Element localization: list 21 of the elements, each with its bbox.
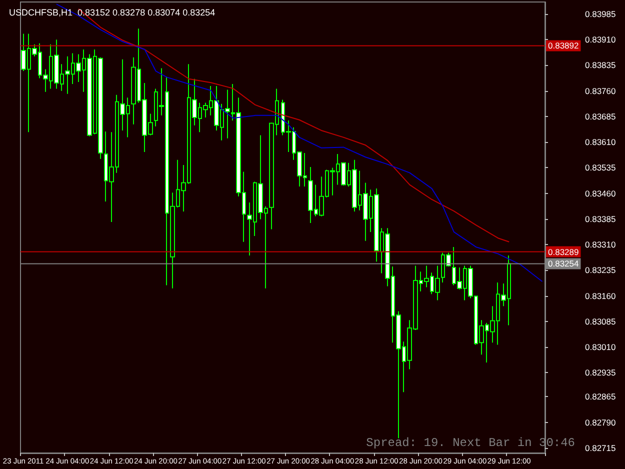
y-tick-label: 0.83160 [585, 290, 616, 301]
y-tick-label: 0.83535 [585, 162, 616, 173]
y-tick-label: 0.83010 [585, 342, 616, 352]
y-tick-label: 0.83610 [585, 137, 616, 148]
ref-line-label: 0.83254 [548, 258, 579, 269]
y-tick-label: 0.82865 [585, 392, 616, 402]
y-tick-label: 0.83760 [585, 86, 616, 96]
y-tick-label: 0.83835 [585, 60, 616, 70]
y-tick-label: 0.82715 [585, 442, 616, 453]
y-tick-label: 0.82935 [585, 368, 616, 378]
y-tick-label: 0.83985 [585, 8, 616, 19]
y-tick-label: 0.83910 [585, 34, 616, 45]
ref-line-label: 0.83892 [548, 40, 579, 51]
y-tick-label: 0.83460 [585, 188, 616, 198]
y-tick-label: 0.83085 [585, 316, 616, 326]
y-tick-label: 0.83235 [585, 265, 616, 276]
y-tick-label: 0.83685 [585, 111, 616, 122]
ref-line-label: 0.83289 [548, 246, 579, 257]
y-tick-label: 0.83385 [585, 214, 616, 224]
y-tick-label: 0.82790 [585, 417, 616, 428]
y-tick-label: 0.83310 [585, 240, 616, 250]
